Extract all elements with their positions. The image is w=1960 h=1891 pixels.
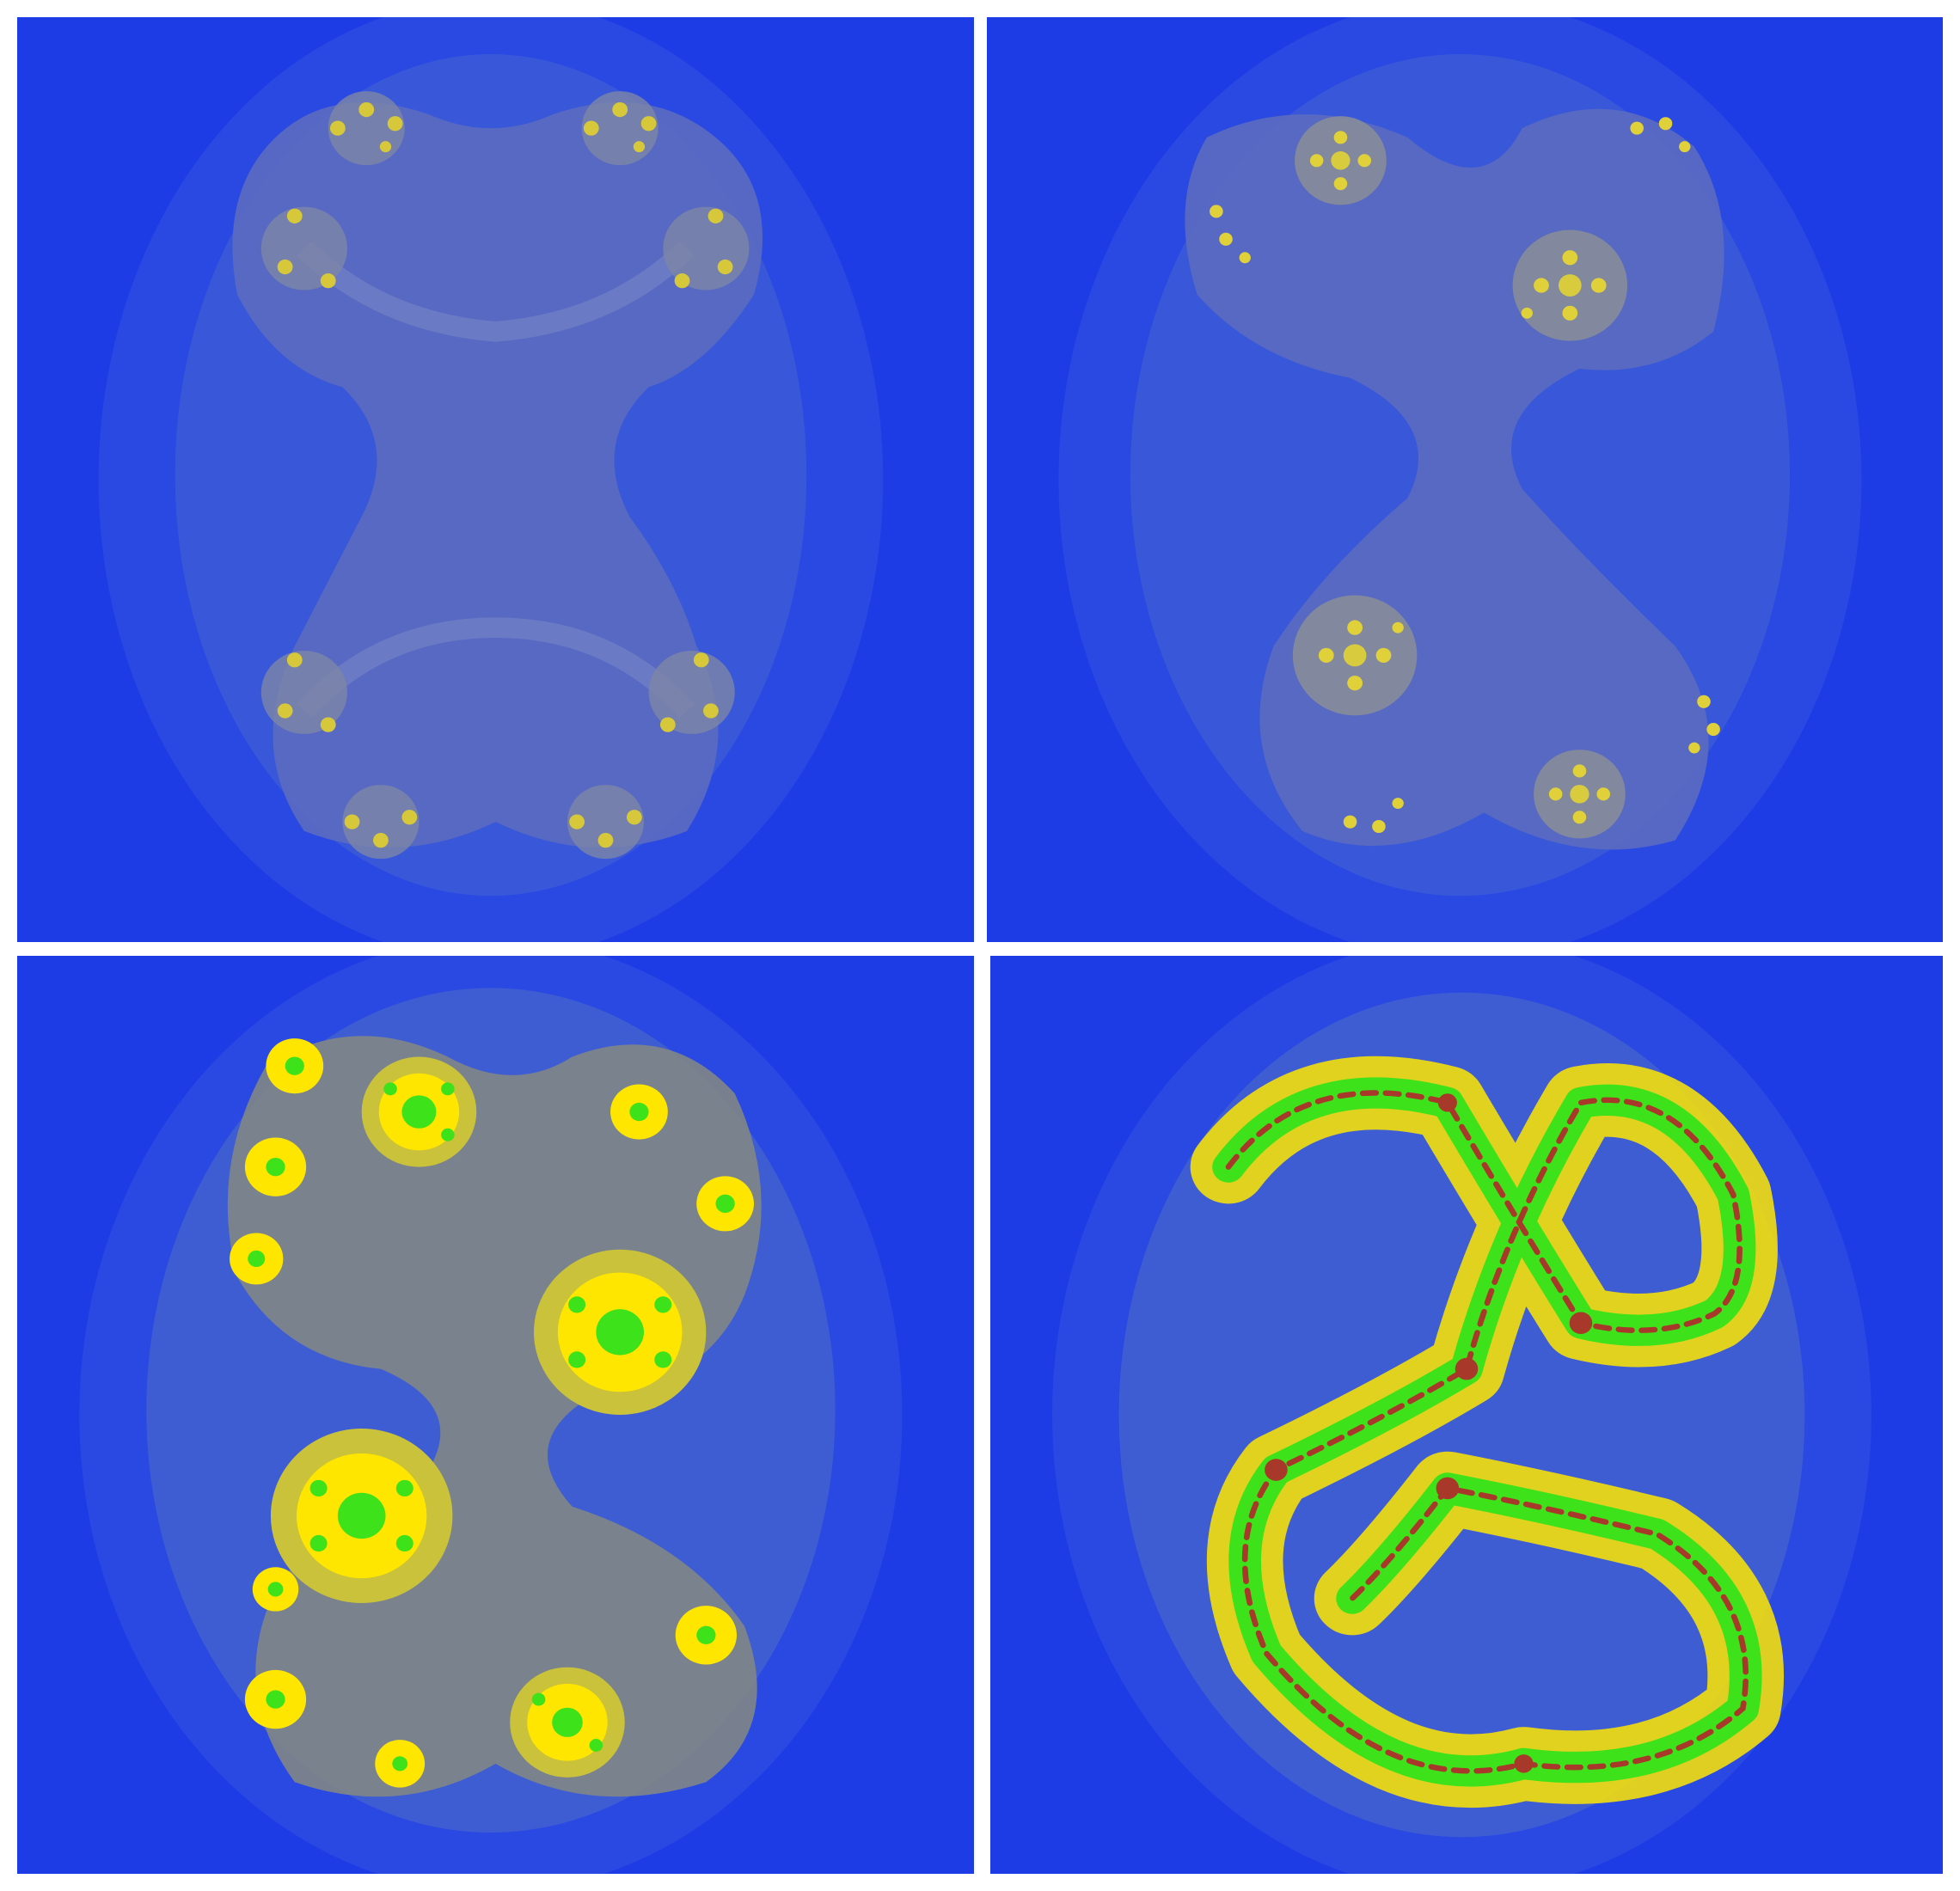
spiral-cluster xyxy=(663,206,750,291)
branch-node xyxy=(1437,1093,1457,1112)
spiral-cluster xyxy=(648,651,735,734)
julia-panel-3 xyxy=(17,956,974,1874)
branch-node xyxy=(1569,1312,1593,1335)
bright-flower xyxy=(610,1084,668,1140)
bright-flower xyxy=(534,1249,707,1415)
bright-flower xyxy=(675,1606,737,1665)
spiral-cluster xyxy=(567,785,645,860)
bright-flower xyxy=(244,1137,307,1196)
inner-lobe xyxy=(296,617,695,718)
spiral-clusters xyxy=(260,91,750,860)
spiral-cluster xyxy=(342,785,420,860)
spiral-cluster xyxy=(1343,798,1404,834)
bright-flower xyxy=(696,1176,755,1232)
fractal-canvas-4 xyxy=(990,956,1943,1874)
bright-flower xyxy=(244,1669,307,1729)
spiral-cluster xyxy=(1630,117,1691,153)
bright-flower xyxy=(270,1429,453,1603)
fractal-canvas-2 xyxy=(987,17,1943,942)
fractal-canvas-1 xyxy=(17,17,974,942)
fractal-canvas-3 xyxy=(17,956,974,1874)
bright-flower xyxy=(230,1233,284,1285)
spiral-flower xyxy=(1534,750,1626,839)
spiral-cluster xyxy=(1688,695,1720,754)
spiral-clusters xyxy=(1210,116,1720,839)
spiral-cluster xyxy=(260,206,347,291)
spiral-clusters xyxy=(230,1038,755,1788)
spiral-flower xyxy=(1292,595,1418,716)
branch-node xyxy=(1265,1459,1288,1481)
inner-lobe xyxy=(297,241,695,342)
spiral-cluster xyxy=(260,651,347,734)
spiral-flower xyxy=(1295,116,1387,205)
spiral-flower xyxy=(1512,229,1628,341)
branch-node xyxy=(1436,1477,1460,1500)
branch-node xyxy=(1514,1754,1534,1773)
spiral-cluster xyxy=(1210,205,1251,264)
branch-nodes xyxy=(1265,1093,1593,1773)
julia-panel-2 xyxy=(987,17,1943,942)
bright-flower xyxy=(252,1567,299,1612)
julia-body xyxy=(227,1036,762,1797)
bright-flower xyxy=(375,1740,426,1788)
bright-flower xyxy=(266,1038,324,1094)
julia-panel-1 xyxy=(17,17,974,942)
spiral-cluster xyxy=(581,91,658,166)
bright-flower xyxy=(361,1056,477,1167)
spiral-cluster xyxy=(328,91,405,166)
julia-panel-4 xyxy=(990,956,1943,1874)
branch-node xyxy=(1455,1357,1479,1380)
bright-flower xyxy=(510,1667,625,1778)
